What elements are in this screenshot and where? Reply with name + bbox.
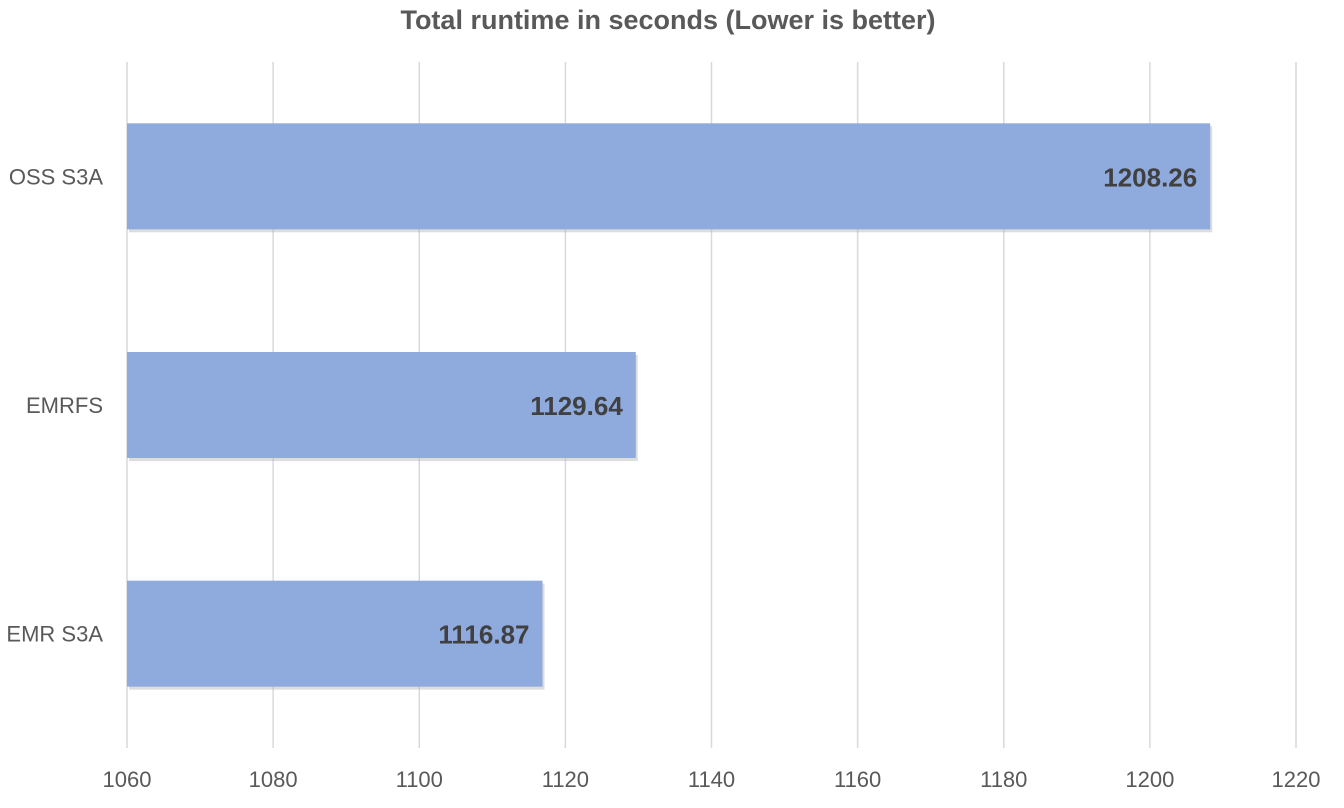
x-tick-label: 1200 bbox=[1125, 767, 1174, 792]
data-label: 1116.87 bbox=[438, 620, 529, 650]
category-labels: OSS S3A EMRFS EMR S3A bbox=[6, 164, 103, 646]
category-label: OSS S3A bbox=[9, 164, 103, 189]
x-tick-label: 1080 bbox=[249, 767, 298, 792]
category-label: EMR S3A bbox=[6, 622, 103, 647]
x-axis-tick-labels: 1060 1080 1100 1120 1140 1160 1180 1200 1220 bbox=[103, 767, 1321, 792]
x-tick-label: 1140 bbox=[688, 767, 735, 792]
bar-emrfs bbox=[127, 352, 636, 458]
x-tick-label: 1220 bbox=[1272, 767, 1321, 792]
x-tick-label: 1060 bbox=[103, 767, 152, 792]
x-tick-label: 1100 bbox=[396, 767, 443, 792]
x-tick-label: 1160 bbox=[834, 767, 881, 792]
data-label: 1129.64 bbox=[530, 391, 623, 421]
category-label: EMRFS bbox=[26, 393, 103, 418]
chart-title: Total runtime in seconds (Lower is bette… bbox=[400, 5, 935, 35]
x-tick-label: 1180 bbox=[980, 767, 1027, 792]
bars bbox=[127, 123, 1213, 690]
data-label: 1208.26 bbox=[1103, 162, 1197, 192]
x-tick-label: 1120 bbox=[542, 767, 589, 792]
bar-oss-s3a bbox=[127, 123, 1211, 230]
data-labels: 1208.26 1129.64 1116.87 bbox=[438, 162, 1197, 649]
bar-emr-s3a bbox=[127, 580, 543, 687]
